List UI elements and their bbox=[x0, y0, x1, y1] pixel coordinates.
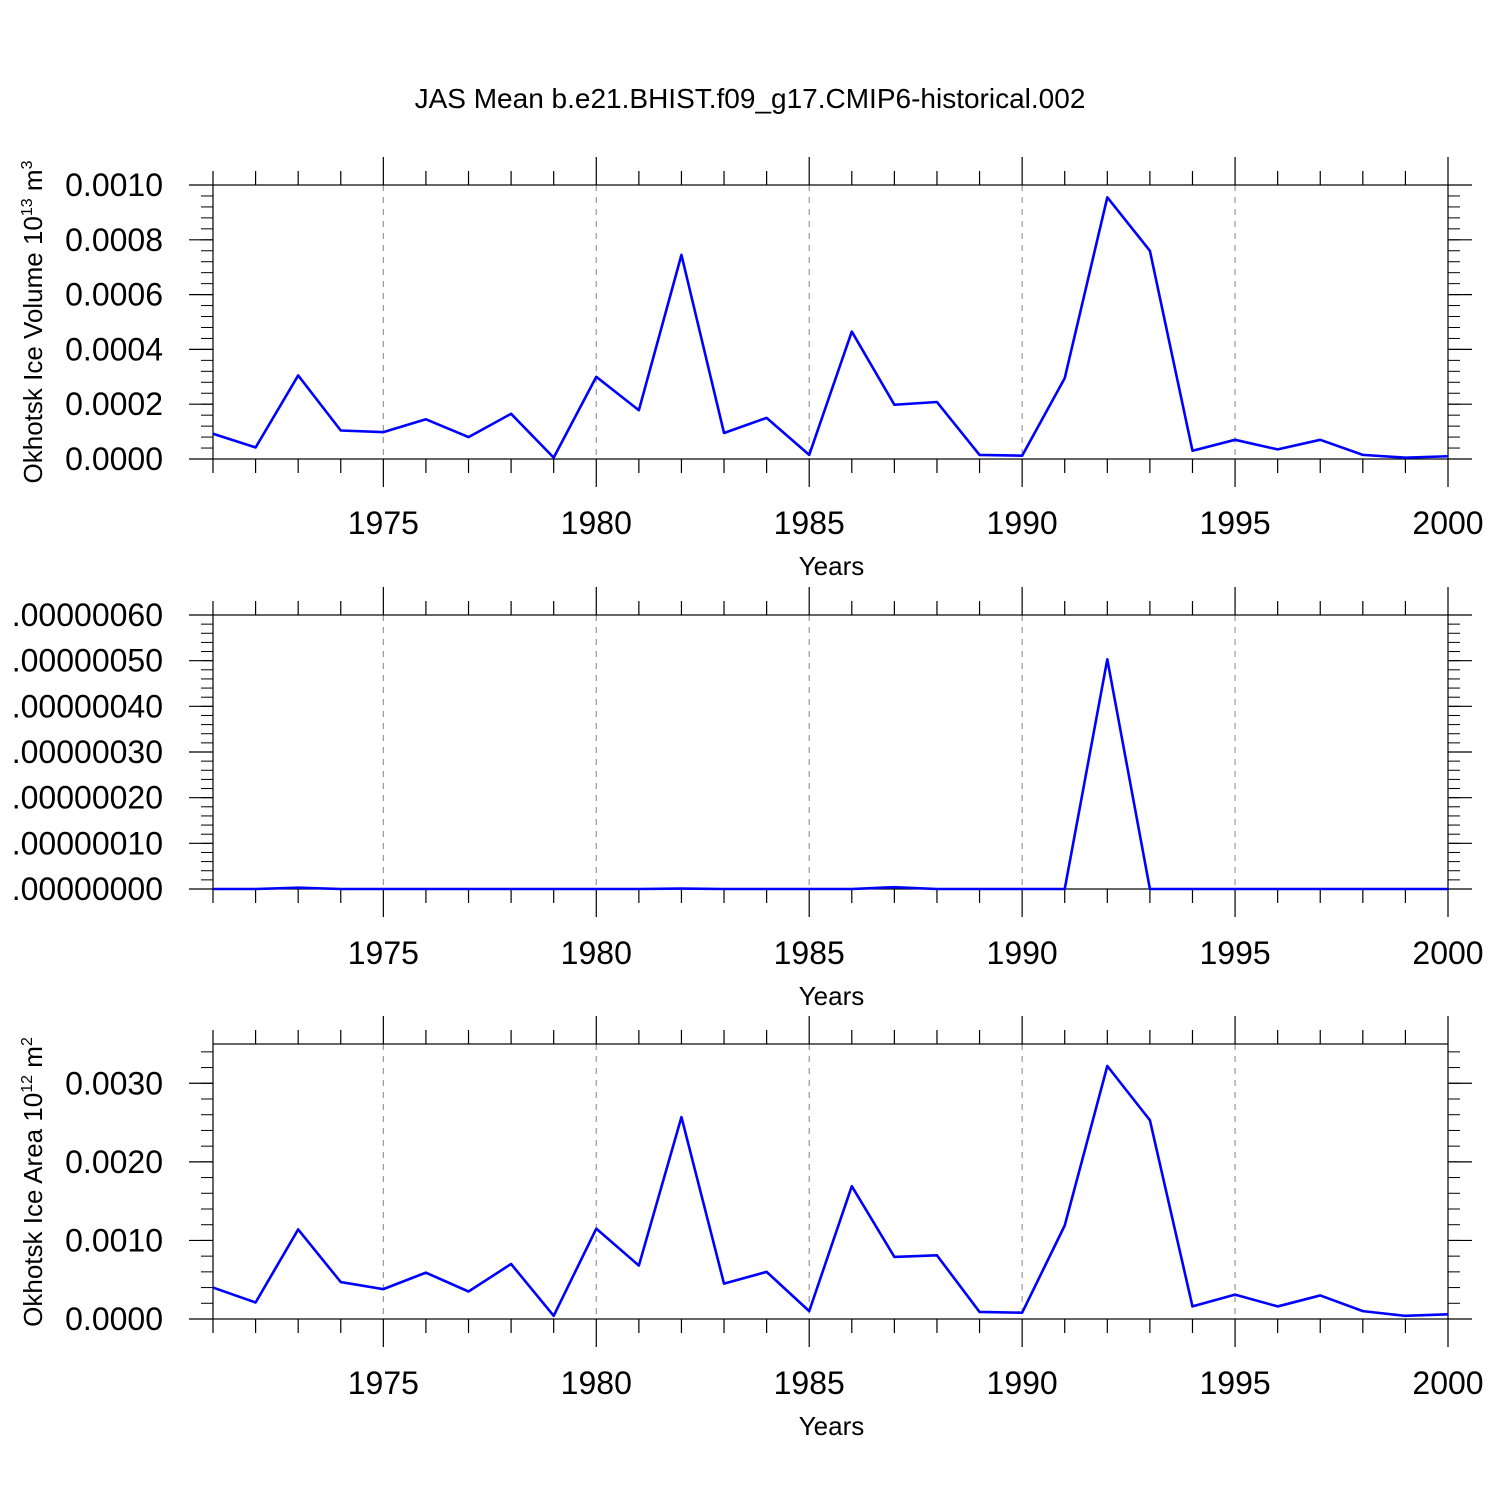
x-tick-label: 1975 bbox=[348, 505, 419, 541]
x-tick-label: 1975 bbox=[348, 935, 419, 971]
y-tick-label: .00000040 bbox=[12, 688, 163, 724]
y-tick-label: 0.0002 bbox=[65, 386, 163, 422]
x-axis-title: Years bbox=[799, 551, 865, 581]
chart-panel-1: 1975 1980 1985 1990 1995 2000 Years 0.0000 0.000… bbox=[18, 157, 1484, 581]
x-tick-label: 1995 bbox=[1199, 505, 1270, 541]
x-tick-label: 2000 bbox=[1412, 1365, 1483, 1401]
series-line bbox=[212, 1064, 1449, 1318]
y-tick-label: .00000020 bbox=[12, 780, 163, 816]
y-tick-label: 0.0030 bbox=[65, 1065, 163, 1101]
x-tick-label: 1985 bbox=[774, 1365, 845, 1401]
figure-title: JAS Mean b.e21.BHIST.f09_g17.CMIP6-histo… bbox=[415, 83, 1086, 114]
x-tick-label: 1995 bbox=[1199, 1365, 1270, 1401]
y-tick-label: 0.0000 bbox=[65, 1301, 163, 1337]
y-tick-label: .00000010 bbox=[12, 825, 163, 861]
x-tick-label: 1995 bbox=[1199, 935, 1270, 971]
x-axis-title: Years bbox=[799, 981, 865, 1011]
x-axis-title: Years bbox=[799, 1411, 865, 1441]
x-tick-label: 1985 bbox=[774, 505, 845, 541]
y-tick-label: 0.0000 bbox=[65, 441, 163, 477]
y-tick-label: 0.0006 bbox=[65, 277, 163, 313]
x-tick-label: 1980 bbox=[561, 935, 632, 971]
chart-panel-3: 1975 1980 1985 1990 1995 2000 Years 0.0000 0.001… bbox=[18, 1016, 1484, 1441]
y-tick-label: .00000030 bbox=[12, 734, 163, 770]
y-axis-title: Okhotsk Ice Area 1012 m2 bbox=[18, 1037, 48, 1327]
y-tick-label: .00000000 bbox=[12, 871, 163, 907]
series-line bbox=[212, 196, 1449, 459]
x-tick-label: 1985 bbox=[774, 935, 845, 971]
x-tick-label: 2000 bbox=[1412, 935, 1483, 971]
x-tick-label: 1990 bbox=[987, 505, 1058, 541]
plot-frame bbox=[212, 1043, 1449, 1320]
x-tick-label: 1990 bbox=[987, 935, 1058, 971]
y-tick-label: 0.0008 bbox=[65, 222, 163, 258]
y-tick-label: 0.0020 bbox=[65, 1144, 163, 1180]
x-tick-label: 1980 bbox=[561, 505, 632, 541]
x-tick-label: 2000 bbox=[1412, 505, 1483, 541]
series-line bbox=[213, 657, 1448, 891]
y-tick-label: 0.0004 bbox=[65, 331, 163, 367]
y-tick-label: 0.0010 bbox=[65, 167, 163, 203]
plot-frame bbox=[212, 184, 1449, 460]
y-tick-label: .00000050 bbox=[12, 643, 163, 679]
y-tick-label: .00000060 bbox=[12, 597, 163, 633]
x-tick-label: 1980 bbox=[561, 1365, 632, 1401]
x-tick-label: 1975 bbox=[348, 1365, 419, 1401]
y-axis-title: Okhotsk Ice Volume 1013 m3 bbox=[18, 160, 48, 483]
chart-panel-2: 1975 1980 1985 1990 1995 2000 Years .00000000 .0… bbox=[12, 587, 1484, 1011]
y-tick-label: 0.0010 bbox=[65, 1222, 163, 1258]
x-tick-label: 1990 bbox=[987, 1365, 1058, 1401]
